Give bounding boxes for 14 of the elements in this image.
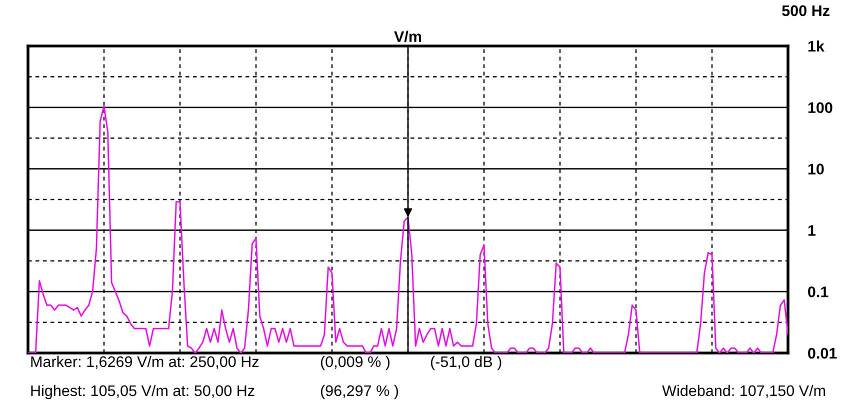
y-tick-label: 0.1 xyxy=(808,286,828,298)
x-axis-title: 500 Hz xyxy=(782,5,830,16)
text: (96,297 % ) xyxy=(320,384,398,400)
y-tick-label: 1 xyxy=(808,225,816,236)
y-tick-label: 100 xyxy=(808,102,832,114)
y-tick-label: 0.01 xyxy=(808,348,837,359)
y-tick-label: 10 xyxy=(808,164,824,174)
y-axis-title: V/m xyxy=(394,30,422,42)
text: Highest: 105,05 V/m at: 50,00 Hz xyxy=(31,384,254,400)
text: Wideband: 107,150 V/m xyxy=(662,384,826,398)
y-tick-label: 1k xyxy=(808,40,824,52)
text: (-51,0 dB ) xyxy=(430,356,502,370)
text: (0,009 % ) xyxy=(320,356,390,370)
text: Marker: 1,6269 V/m at: 250,00 Hz xyxy=(31,356,259,369)
